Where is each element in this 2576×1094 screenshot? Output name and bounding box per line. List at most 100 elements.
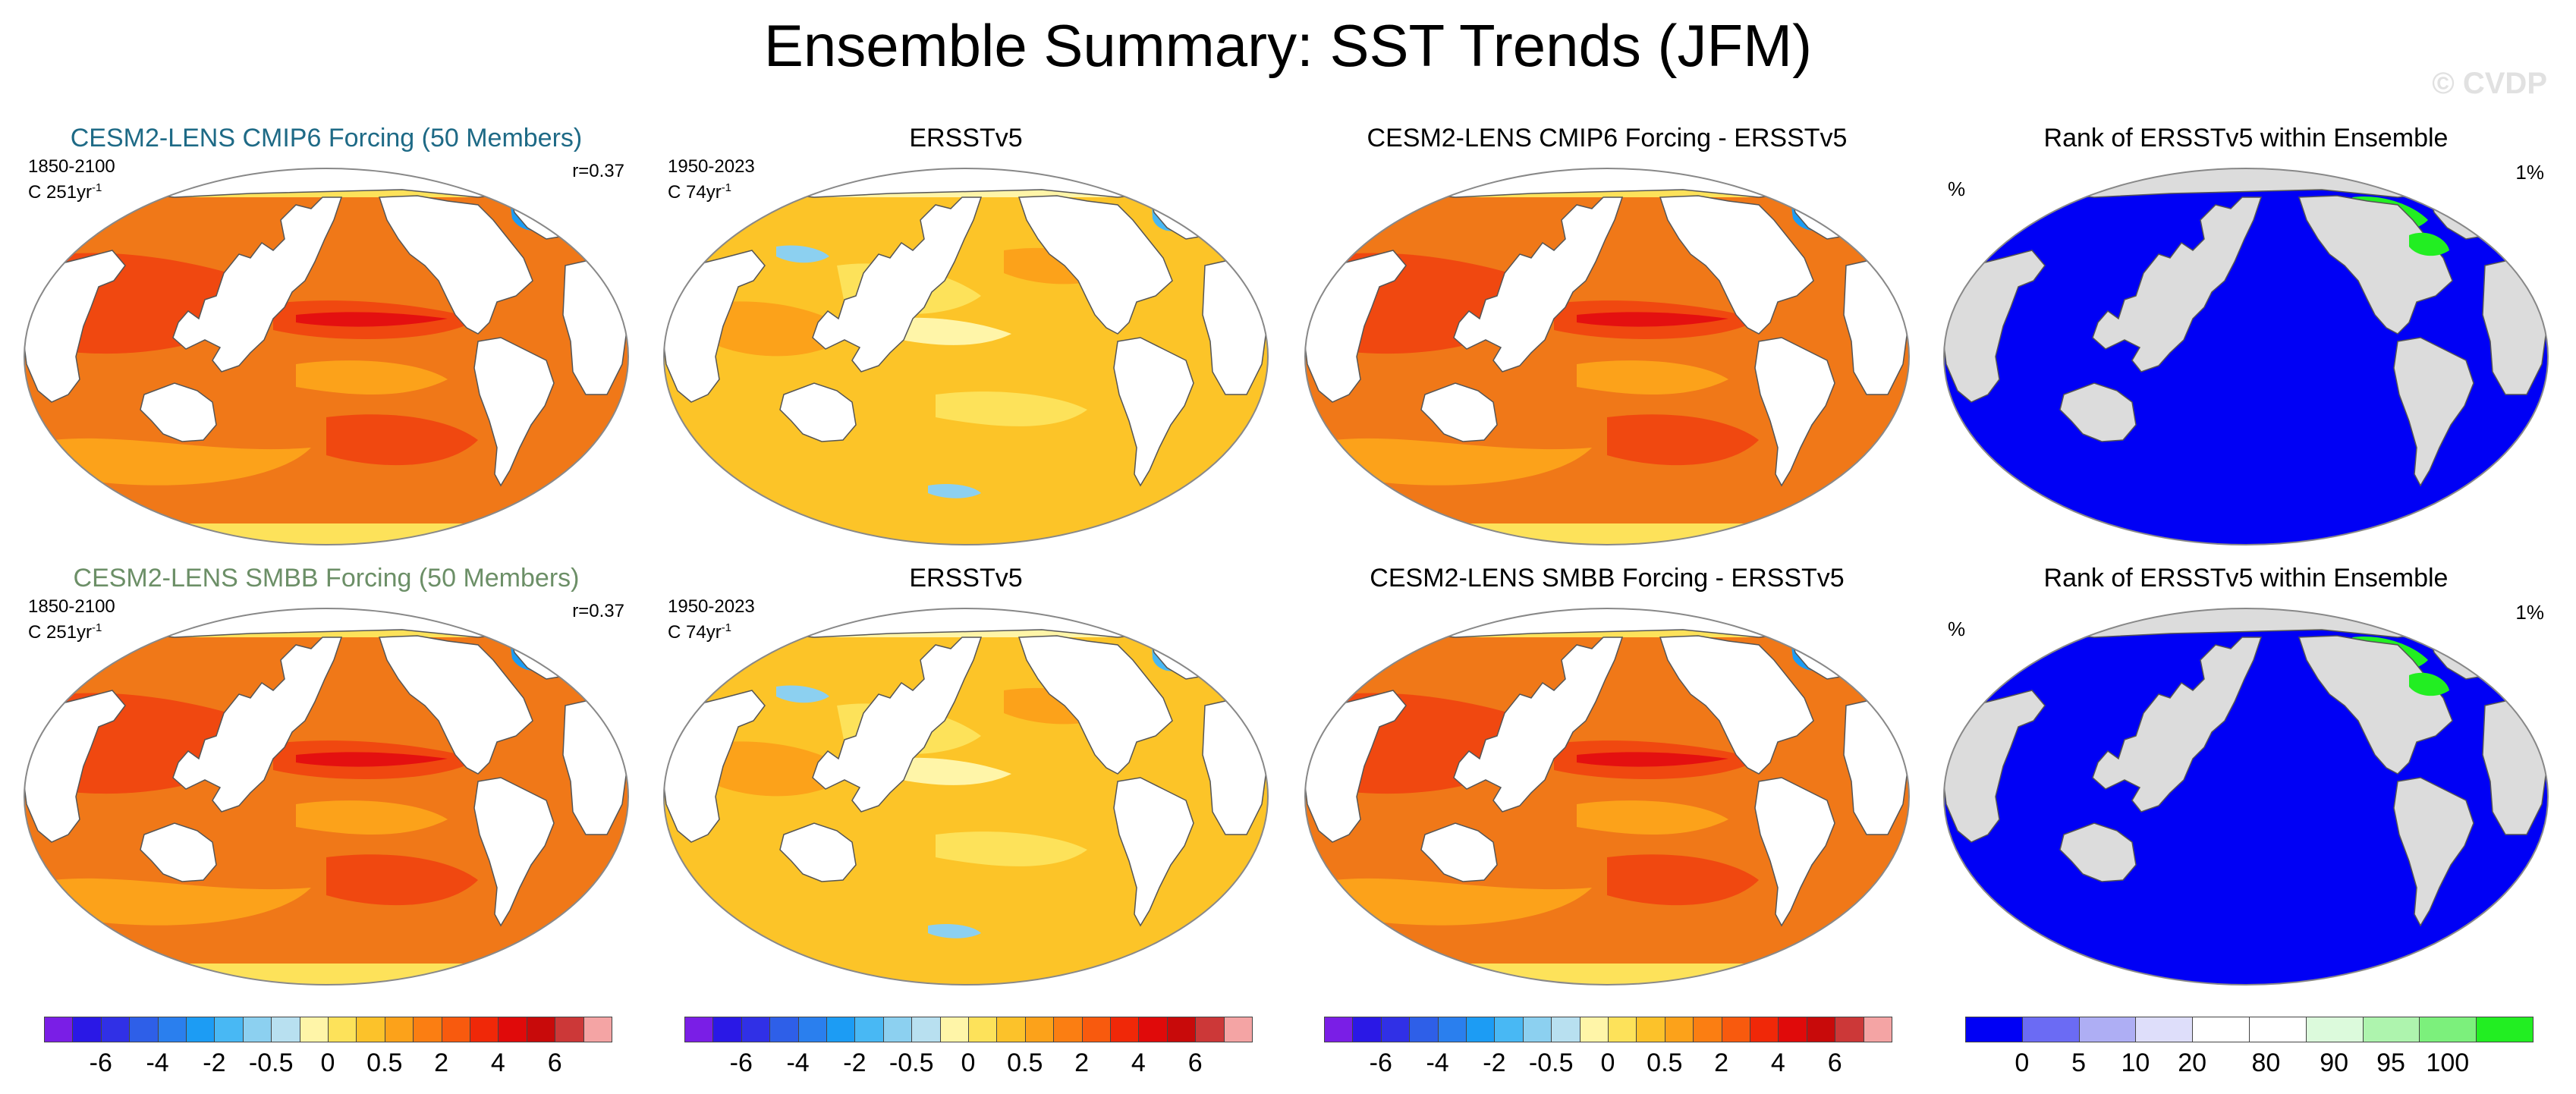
colorbar-tick-label: 4 [1131,1048,1146,1077]
landmass-europeAfricaW [664,690,766,843]
map-rank-1 [1943,168,2549,545]
colorbar-tick-label: -4 [786,1048,810,1077]
trend-contour [296,752,448,767]
colorbar-swatch [413,1017,442,1042]
period-units-label: 1850-2100 C 251yr-1 [28,596,115,643]
landmass-asia [1453,637,1624,813]
trend-contour [890,757,1011,785]
colorbar-swatch [1806,1017,1836,1042]
trend-contour [24,523,628,545]
colorbar-tick-label: 0 [320,1048,335,1077]
units-label: C 74yr-1 [668,621,732,643]
colorbar-swatch [1664,1017,1694,1042]
colorbar-swatch [1863,1017,1892,1042]
landmass-australia [1420,382,1498,442]
colorbar-swatch [996,1017,1026,1042]
period-label: 1850-2100 [28,596,115,617]
colorbar-swatch [1778,1017,1807,1042]
landmass-southAmerica [1113,777,1194,927]
panel-title: ERSSTv5 [909,564,1023,593]
colorbar-swatch [769,1017,799,1042]
trend-contour [776,245,829,263]
colorbar-swatch [797,1017,827,1042]
landmass-asia [172,196,343,373]
colorbar-swatch [1081,1017,1111,1042]
colorbar-swatch [44,1017,74,1042]
cvdp-watermark: © CVDP [2432,67,2547,100]
rank-percent-right: 1% [2515,161,2544,184]
map-panel-cmip6-ens: CESM2-LENS CMIP6 Forcing (50 Members) 185… [11,121,641,546]
colorbar-swatch [583,1017,612,1042]
colorbar-swatch [2305,1017,2364,1042]
colorbar-swatch [186,1017,215,1042]
colorbar-swatch [2021,1017,2080,1042]
colorbar-swatch [882,1017,913,1042]
colorbar-swatch [1551,1017,1581,1042]
colorbar-swatch [2419,1017,2477,1042]
colorbar-swatch [1053,1017,1083,1042]
period-label: 1950-2023 [668,596,755,617]
landmass-europeAfricaW [1944,250,2046,403]
landmass-southAmerica [1754,337,1835,487]
colorbar-tick-label: 0 [961,1048,976,1077]
landmass-australia [140,822,217,882]
trend-contour [1577,360,1728,395]
colorbar-tick-label: 100 [2426,1048,2470,1077]
globe-outline [1943,608,2549,986]
period-units-label: 1950-2023 C 74yr-1 [668,156,755,203]
landmass-northAmerica [2298,195,2453,335]
colorbar-swatch [470,1017,499,1042]
colorbar-swatch [384,1017,414,1042]
colorbar-swatch [1437,1017,1467,1042]
colorbar-swatch [441,1017,470,1042]
colorbar-swatch [968,1017,998,1042]
colorbar-swatch [1466,1017,1496,1042]
colorbar-tick-label: -6 [729,1048,753,1077]
map-panel-rank-2: Rank of ERSSTv5 within Ensemble% 1% [1931,561,2561,986]
panel-title: CESM2-LENS SMBB Forcing - ERSSTv5 [1370,564,1845,593]
globe-outline [663,168,1269,545]
colorbar-swatch [1195,1017,1225,1042]
landmass-asia [1453,196,1624,373]
map-panel-smbb-ens: CESM2-LENS SMBB Forcing (50 Members) 1850… [11,561,641,986]
colorbar-tick-label: 6 [1827,1048,1842,1077]
trend-contour [936,832,1087,866]
colorbar-swatch [498,1017,527,1042]
trend-contour [890,317,1011,345]
colorbar-swatch [1608,1017,1637,1042]
map-cmip6-ens [24,168,629,545]
globe-outline [24,168,629,545]
colorbar-swatch [1835,1017,1864,1042]
landmass-northAmerica [1018,635,1173,775]
pattern-correlation: r=0.37 [572,601,624,621]
map-panel-ersst-2: ERSSTv5 1950-2023 C 74yr-1 [651,561,1281,986]
trend-contour [1577,800,1728,835]
landmass-asia [2092,637,2263,813]
map-cmip6-diff [1304,168,1910,545]
colorbar-tick-label: -0.5 [889,1048,934,1077]
trend-contour [1607,414,1759,466]
period-units-label: 1850-2100 C 251yr-1 [28,156,115,203]
colorbar-tick-label: 10 [2121,1048,2150,1077]
period-units-label: 1950-2023 C 74yr-1 [668,596,755,643]
panel-title: CESM2-LENS SMBB Forcing (50 Members) [73,564,580,593]
trend-contour [928,924,981,938]
map-panel-rank-1: Rank of ERSSTv5 within Ensemble% 1% [1931,121,2561,546]
colorbar-swatch [712,1017,742,1042]
colorbar-swatch [157,1017,187,1042]
map-panel-smbb-diff: CESM2-LENS SMBB Forcing - ERSSTv5 [1292,561,1922,986]
colorbar-tick-label: 4 [490,1048,505,1077]
colorbar-swatch [2249,1017,2307,1042]
trend-contour [296,360,448,395]
colorbar-tick-label: 4 [1770,1048,1785,1077]
trend-contour [24,964,628,985]
colorbar-swatch [1522,1017,1552,1042]
landmass-asia [812,196,983,373]
colorbar-tick-label: 0 [1600,1048,1615,1077]
landmass-europeAfricaW [24,690,126,843]
colorbar-tick-label: 2 [1074,1048,1090,1077]
colorbar-tick-label: 0.5 [1647,1048,1683,1077]
colorbar-tick-label: -6 [1369,1048,1392,1077]
colorbar-swatch [1352,1017,1382,1042]
landmass-northAmerica [2298,635,2453,775]
